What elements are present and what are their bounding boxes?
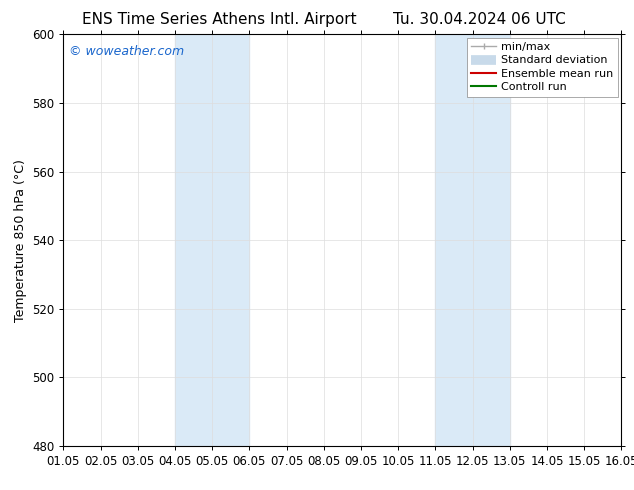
Bar — [436, 34, 510, 446]
Legend: min/max, Standard deviation, Ensemble mean run, Controll run: min/max, Standard deviation, Ensemble me… — [467, 38, 618, 97]
Y-axis label: Temperature 850 hPa (°C): Temperature 850 hPa (°C) — [13, 159, 27, 321]
Bar — [175, 34, 249, 446]
Text: ENS Time Series Athens Intl. Airport: ENS Time Series Athens Intl. Airport — [82, 12, 357, 27]
Text: © woweather.com: © woweather.com — [69, 45, 184, 58]
Text: Tu. 30.04.2024 06 UTC: Tu. 30.04.2024 06 UTC — [393, 12, 566, 27]
